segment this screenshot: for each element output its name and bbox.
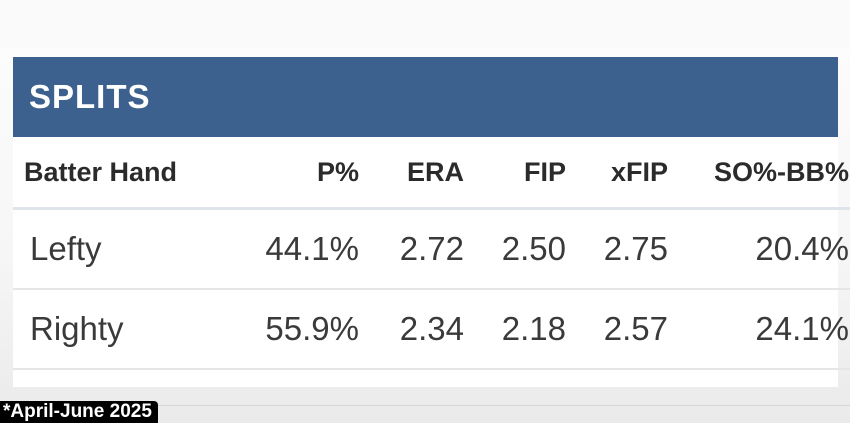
column-header-so-bb: SO%-BB% (668, 137, 850, 210)
cell-era: 2.34 (359, 289, 464, 370)
cell-era: 2.72 (359, 208, 464, 290)
column-header-era: ERA (359, 137, 464, 210)
cell-batter-hand: Lefty (13, 208, 254, 290)
cell-fip: 2.18 (464, 289, 566, 370)
cell-p-pct: 44.1% (254, 208, 359, 290)
splits-table: Batter Hand P% ERA FIP xFIP SO%-BB% Left… (13, 137, 850, 370)
date-footnote: *April-June 2025 (0, 401, 158, 423)
section-title: SPLITS (29, 78, 151, 115)
top-background (0, 0, 850, 48)
table-header-row: Batter Hand P% ERA FIP xFIP SO%-BB% (13, 137, 850, 210)
cell-xfip: 2.57 (566, 289, 668, 370)
splits-header: SPLITS (13, 57, 838, 137)
bottom-divider (0, 405, 850, 406)
table-row: Lefty 44.1% 2.72 2.50 2.75 20.4% (13, 208, 850, 290)
column-header-xfip: xFIP (566, 137, 668, 210)
cell-fip: 2.50 (464, 208, 566, 290)
cell-so-bb: 24.1% (668, 289, 850, 370)
table-row: Righty 55.9% 2.34 2.18 2.57 24.1% (13, 289, 850, 370)
cell-xfip: 2.75 (566, 208, 668, 290)
cell-p-pct: 55.9% (254, 289, 359, 370)
splits-card: SPLITS Batter Hand P% ERA FIP xFIP SO%-B… (13, 57, 850, 387)
column-header-batter-hand: Batter Hand (13, 137, 254, 210)
cell-so-bb: 20.4% (668, 208, 850, 290)
column-header-fip: FIP (464, 137, 566, 210)
cell-batter-hand: Righty (13, 289, 254, 370)
column-header-p-pct: P% (254, 137, 359, 210)
